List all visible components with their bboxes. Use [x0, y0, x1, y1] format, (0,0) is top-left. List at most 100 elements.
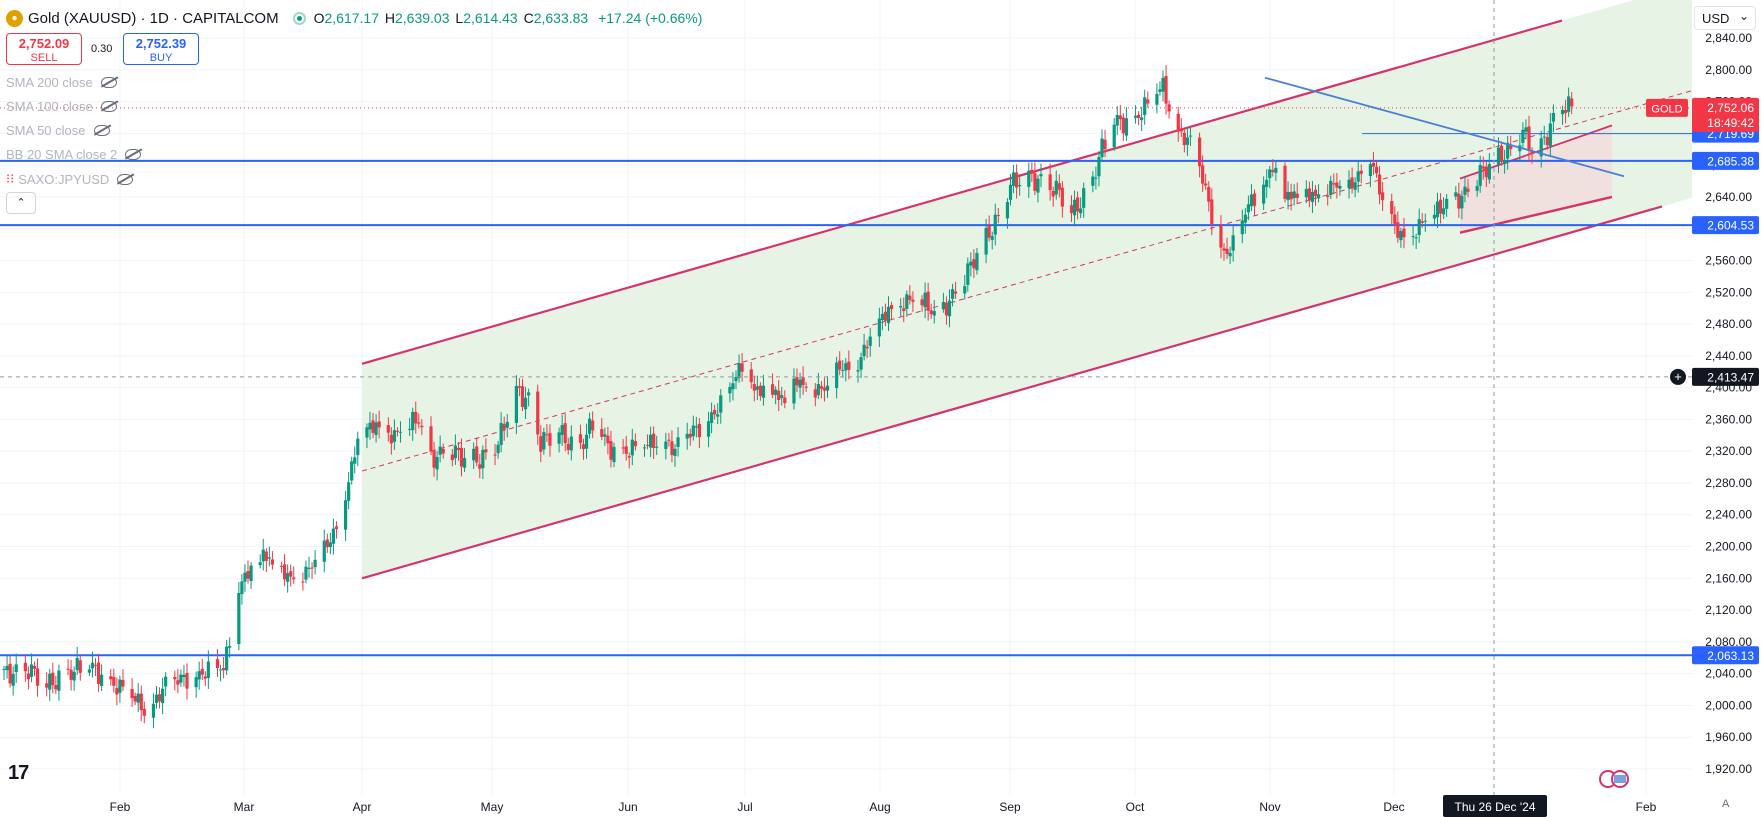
candle	[29, 653, 34, 683]
candle-body	[642, 447, 647, 449]
candle-body	[377, 421, 381, 428]
candle-body	[301, 581, 305, 583]
price-tick-label: 1,920.00	[1705, 762, 1752, 776]
candle-body	[1347, 179, 1351, 189]
candle	[267, 546, 271, 567]
collapse-indicators-button[interactable]: ⌃	[6, 192, 36, 214]
candle	[368, 411, 372, 440]
candle-body	[112, 676, 116, 686]
candle	[453, 434, 457, 465]
candle-body	[908, 295, 912, 300]
candle-body	[1076, 197, 1080, 212]
candle-body	[45, 683, 49, 688]
candle	[536, 384, 540, 445]
indicator-bb[interactable]: BB 20 SMA close 2	[6, 147, 142, 162]
candle	[752, 375, 756, 402]
add-alert-icon[interactable]	[1670, 368, 1686, 385]
candle-body	[868, 336, 872, 346]
currency-select[interactable]: USD	[1694, 4, 1756, 30]
buy-button[interactable]: 2,752.39 BUY	[123, 33, 199, 65]
candle	[1295, 182, 1299, 204]
indicator-jpyusd[interactable]: ⁝⁝ SAXO:JPYUSD	[6, 171, 134, 187]
indicator-sma200[interactable]: SMA 200 close	[6, 75, 117, 90]
candle	[1018, 174, 1022, 196]
candle-body	[1393, 214, 1397, 224]
candle	[75, 646, 79, 675]
market-status-icon[interactable]	[292, 11, 306, 25]
candle-body	[566, 443, 570, 451]
candle	[450, 448, 454, 467]
candle-body	[1060, 187, 1064, 207]
events-flag-icon[interactable]	[1598, 770, 1632, 788]
candle	[1521, 122, 1525, 149]
candle-body	[655, 446, 659, 448]
candle-body	[475, 446, 479, 463]
tradingview-logo-icon[interactable]: 17	[8, 762, 29, 784]
candle-body	[691, 425, 695, 437]
price-tick-label: 2,640.00	[1705, 190, 1752, 204]
candle-body	[1374, 166, 1379, 174]
candle-body	[774, 389, 778, 395]
indicator-sma100[interactable]: SMA 100 close	[6, 99, 117, 114]
candle-body	[563, 423, 567, 444]
candle	[1332, 173, 1336, 195]
candle-body	[1231, 235, 1235, 251]
candle	[908, 285, 912, 305]
candle	[600, 418, 604, 441]
candle	[1396, 211, 1400, 243]
hidden-eye-icon[interactable]	[100, 101, 117, 112]
candle-body	[825, 385, 830, 391]
indicator-sma50[interactable]: SMA 50 close	[6, 123, 110, 138]
candle	[1420, 212, 1424, 228]
candle	[142, 701, 146, 724]
candle-body	[307, 567, 311, 569]
candle	[484, 438, 488, 460]
candle	[1179, 118, 1183, 137]
candle	[1118, 105, 1122, 131]
candle	[1005, 198, 1010, 229]
candle-body	[1018, 184, 1022, 187]
candle	[1155, 83, 1159, 114]
candle-body	[798, 379, 802, 388]
candle	[1143, 89, 1147, 125]
candle	[1161, 70, 1165, 102]
candle-body	[923, 292, 927, 308]
candle-body	[310, 567, 314, 569]
candle	[237, 582, 241, 651]
candle	[1094, 166, 1098, 190]
candle	[505, 413, 509, 438]
candle	[1201, 155, 1205, 192]
sell-button[interactable]: 2,752.09 SELL	[6, 33, 82, 65]
candle	[328, 532, 332, 555]
hidden-eye-icon[interactable]	[125, 149, 142, 160]
candle-body	[819, 386, 823, 389]
candle-body	[1304, 188, 1308, 198]
symbol-title[interactable]: Gold (XAUUSD) · 1D · CAPITALCOM	[28, 9, 279, 27]
candle-body	[496, 444, 500, 454]
hidden-eye-icon[interactable]	[117, 173, 134, 185]
candle	[865, 339, 869, 359]
candle-body	[371, 420, 375, 433]
candle	[673, 444, 677, 467]
candle-body	[365, 427, 369, 438]
candle	[1530, 147, 1534, 164]
candle	[963, 274, 967, 300]
candle-body	[72, 671, 76, 681]
candle	[813, 383, 817, 407]
candle	[603, 427, 607, 446]
hidden-eye-icon[interactable]	[93, 125, 110, 136]
candle	[783, 390, 787, 409]
candle-body	[926, 291, 930, 311]
auto-scale-button[interactable]: A	[1722, 798, 1730, 810]
hidden-eye-icon[interactable]	[100, 77, 117, 88]
candle	[545, 424, 549, 443]
candle-body	[441, 448, 445, 454]
candle	[1027, 162, 1031, 198]
candle	[115, 677, 119, 706]
candle-body	[1115, 114, 1119, 126]
candle-body	[502, 424, 506, 430]
candle	[283, 554, 287, 587]
candle-body	[1103, 139, 1107, 150]
candle-body	[667, 439, 671, 441]
